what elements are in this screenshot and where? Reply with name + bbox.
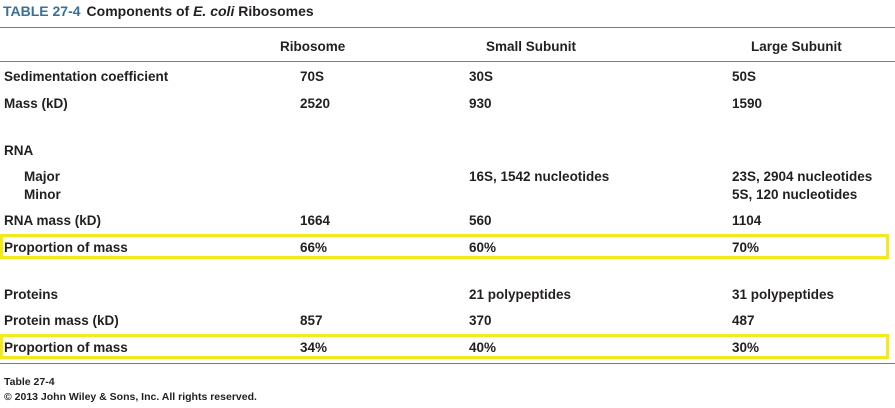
cell-rna-minor-large: 5S, 120 nucleotides [732, 187, 858, 202]
section-heading-rna: RNA [4, 143, 34, 158]
bottom-rule [0, 363, 895, 364]
cell-protein-mass-ribosome: 857 [300, 313, 323, 328]
cell-mass-ribosome: 2520 [300, 96, 331, 111]
footer-table-label: Table 27-4 [4, 376, 55, 388]
cell-protein-mass-large: 487 [732, 313, 755, 328]
highlight-protein-proportion [0, 334, 889, 359]
row-label-rna-mass: RNA mass (kD) [4, 213, 102, 228]
cell-sedimentation-large: 50S [732, 69, 757, 84]
title-text: Components of E. coli Ribosomes [87, 3, 314, 19]
cell-sedimentation-small: 30S [469, 69, 494, 84]
highlight-rna-proportion [0, 234, 889, 259]
row-label-sedimentation: Sedimentation coefficient [4, 69, 169, 84]
cell-rna-mass-large: 1104 [732, 213, 762, 228]
section-heading-proteins: Proteins [4, 287, 59, 302]
title-text-end: Ribosomes [234, 3, 314, 19]
title-text-start: Components of [86, 3, 194, 19]
cell-rna-mass-small: 560 [469, 213, 492, 228]
cell-rna-proportion-small: 60% [469, 240, 497, 255]
cell-proteins-large: 31 polypeptides [732, 287, 835, 302]
cell-proteins-small: 21 polypeptides [469, 287, 572, 302]
row-label-protein-mass: Protein mass (kD) [4, 313, 119, 328]
header-rule [0, 61, 895, 62]
cell-protein-mass-small: 370 [469, 313, 492, 328]
table-number: TABLE 27-4 [3, 3, 81, 19]
header-large-subunit: Large Subunit [751, 39, 842, 54]
row-label-rna-major: Major [24, 169, 61, 184]
cell-mass-large: 1590 [732, 96, 763, 111]
cell-rna-proportion-ribosome: 66% [300, 240, 328, 255]
cell-protein-proportion-large: 30% [732, 340, 760, 355]
cell-rna-major-large: 23S, 2904 nucleotides [732, 169, 873, 184]
cell-rna-major-small: 16S, 1542 nucleotides [469, 169, 610, 184]
cell-mass-small: 930 [469, 96, 492, 111]
header-small-subunit: Small Subunit [486, 39, 577, 54]
row-label-protein-proportion: Proportion of mass [4, 340, 128, 355]
row-label-rna-proportion: Proportion of mass [4, 240, 128, 255]
top-rule [0, 27, 895, 28]
footer-copyright: © 2013 John Wiley & Sons, Inc. All right… [4, 391, 257, 403]
header-ribosome: Ribosome [280, 39, 346, 54]
cell-protein-proportion-ribosome: 34% [300, 340, 328, 355]
cell-sedimentation-ribosome: 70S [300, 69, 325, 84]
title-text-italic: E. coli [193, 3, 235, 19]
cell-rna-mass-ribosome: 1664 [300, 213, 331, 228]
table-title: TABLE 27-4 Components of E. coli Ribosome… [3, 2, 314, 20]
row-label-rna-minor: Minor [24, 187, 61, 202]
cell-rna-proportion-large: 70% [732, 240, 760, 255]
row-label-mass: Mass (kD) [4, 96, 68, 111]
cell-protein-proportion-small: 40% [469, 340, 497, 355]
